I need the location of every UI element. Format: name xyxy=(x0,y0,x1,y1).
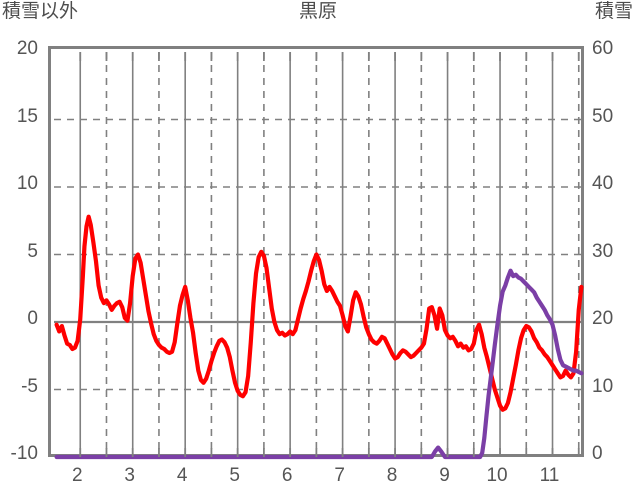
series-line-non-snow xyxy=(54,214,584,412)
x-axis-tick-label: 5 xyxy=(229,465,240,486)
chart-canvas xyxy=(51,49,587,460)
right-axis-tick-label: 20 xyxy=(592,308,614,329)
x-axis-tick-label: 11 xyxy=(539,465,560,486)
right-axis-tick-label: 50 xyxy=(592,105,614,127)
x-axis-tick-label: 10 xyxy=(486,465,508,486)
series-line-snow xyxy=(54,268,584,460)
right-axis-tick-label: 0 xyxy=(592,443,603,464)
right-axis-tick-label: 30 xyxy=(592,240,614,262)
left-axis-tick-label: 5 xyxy=(27,240,38,262)
x-axis-tick-label: 9 xyxy=(439,465,450,486)
left-axis-tick-label: 20 xyxy=(16,38,38,59)
x-axis-tick-label: 2 xyxy=(71,465,83,486)
left-axis-tick-label: 0 xyxy=(27,308,38,329)
x-axis-tick-label: 6 xyxy=(281,465,293,486)
right-axis-title: 積雪 xyxy=(594,1,633,22)
left-axis-title: 積雪以外 xyxy=(2,1,79,22)
chart-title: 黒原 xyxy=(298,1,337,22)
x-axis-tick-label: 4 xyxy=(176,465,188,486)
x-axis-tick-label: 8 xyxy=(386,465,398,486)
plot-area xyxy=(48,46,587,460)
left-axis-tick-label: 15 xyxy=(16,105,38,127)
x-axis-tick-label: 3 xyxy=(124,465,135,486)
right-axis-tick-label: 60 xyxy=(592,38,614,59)
right-axis-tick-label: 10 xyxy=(592,375,614,397)
left-axis-tick-label: -10 xyxy=(10,443,38,464)
left-axis-tick-label: 10 xyxy=(16,173,38,194)
x-axis-tick-label: 7 xyxy=(334,465,345,486)
left-axis-tick-label: -5 xyxy=(21,375,38,397)
right-axis-tick-label: 40 xyxy=(592,173,614,194)
